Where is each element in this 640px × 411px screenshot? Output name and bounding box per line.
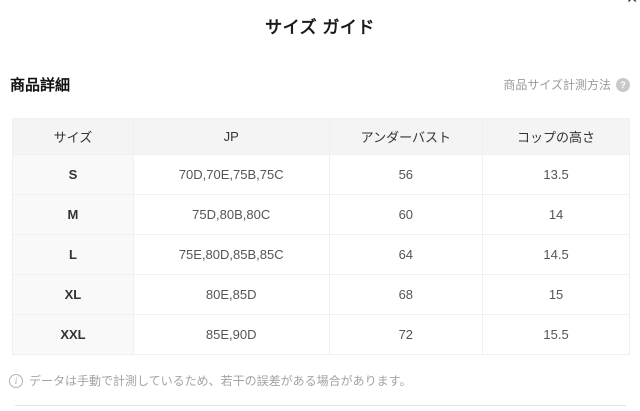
cell-cup-height: 15	[482, 274, 630, 315]
size-table: サイズ JP アンダーバスト コップの高さ S 70D,70E,75B,75C …	[12, 118, 630, 355]
table-header-row: サイズ JP アンダーバスト コップの高さ	[12, 118, 630, 155]
cell-underbust: 60	[328, 194, 484, 235]
cell-cup-height: 15.5	[482, 314, 630, 355]
section-title: 商品詳細	[10, 77, 71, 94]
cell-size: L	[12, 234, 134, 275]
section-bar: 商品詳細 商品サイズ計測方法 ?	[10, 74, 630, 95]
cell-underbust: 68	[328, 274, 484, 315]
page-title: サイズ ガイド	[265, 18, 375, 37]
cell-cup-height: 14	[482, 194, 630, 235]
table-row: S 70D,70E,75B,75C 56 13.5	[12, 154, 630, 195]
cell-jp: 75D,80B,80C	[132, 194, 330, 235]
table-row: XL 80E,85D 68 15	[12, 274, 630, 315]
bottom-divider	[15, 405, 626, 406]
help-icon[interactable]: ?	[616, 77, 630, 92]
measure-method-label: 商品サイズ計測方法	[503, 78, 611, 92]
header-underbust: アンダーバスト	[328, 118, 484, 155]
header-cup-height: コップの高さ	[482, 118, 630, 155]
cell-jp: 80E,85D	[132, 274, 330, 315]
cell-underbust: 72	[328, 314, 484, 355]
cell-jp: 70D,70E,75B,75C	[132, 154, 330, 195]
cell-size: XL	[12, 274, 134, 315]
note-bar: i データは手動で計測しているため、若干の誤差がある場合があります。	[9, 372, 630, 389]
cell-cup-height: 14.5	[482, 234, 630, 275]
header-jp: JP	[132, 118, 330, 155]
close-icon[interactable]: ✕	[626, 0, 638, 5]
header-size: サイズ	[12, 118, 134, 155]
table-row: XXL 85E,90D 72 15.5	[12, 314, 630, 355]
table-row: M 75D,80B,80C 60 14	[12, 194, 630, 235]
cell-underbust: 56	[328, 154, 484, 195]
note-text: データは手動で計測しているため、若干の誤差がある場合があります。	[29, 374, 412, 388]
measure-method-link[interactable]: 商品サイズ計測方法 ?	[503, 76, 630, 93]
cell-underbust: 64	[328, 234, 484, 275]
cell-jp: 85E,90D	[132, 314, 330, 355]
table-row: L 75E,80D,85B,85C 64 14.5	[12, 234, 630, 275]
cell-size: XXL	[12, 314, 134, 355]
cell-size: S	[12, 154, 134, 195]
cell-size: M	[12, 194, 134, 235]
cell-cup-height: 13.5	[482, 154, 630, 195]
info-icon: i	[9, 373, 23, 388]
cell-jp: 75E,80D,85B,85C	[132, 234, 330, 275]
